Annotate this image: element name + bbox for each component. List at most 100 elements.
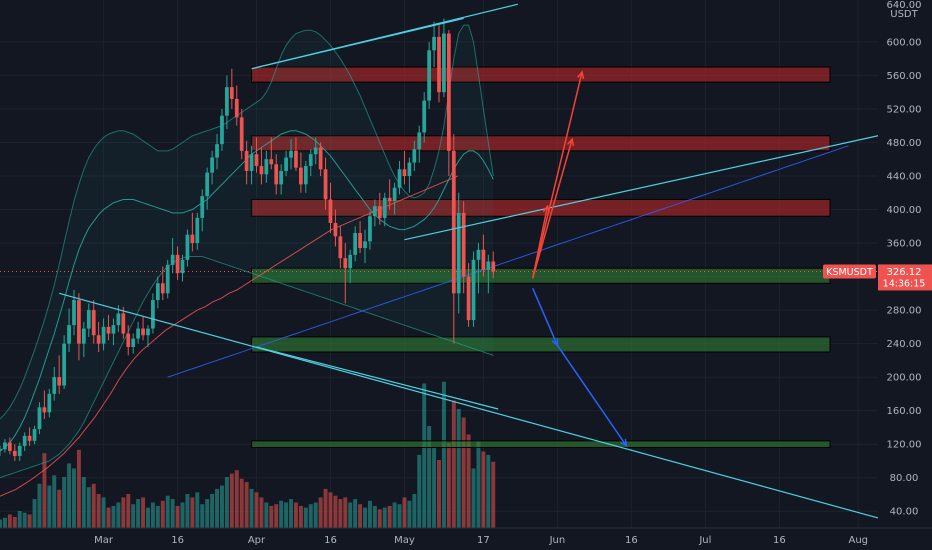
candle [279,164,284,195]
candle [165,259,170,299]
volume-bar [2,517,7,528]
symbol-tag [823,264,876,279]
candle-body [284,157,288,171]
candle-body [382,197,387,218]
candle [397,160,402,195]
ma_blue-line [167,145,849,378]
support-zone [251,336,831,353]
volume-bar [180,502,185,528]
volume-bar [323,488,328,528]
volume-bar [486,454,491,528]
volume-bar [229,473,234,528]
candle [333,209,338,247]
candle-body [190,234,195,244]
candle [313,137,318,165]
candle [215,134,219,170]
trendline [404,135,879,241]
candle [81,321,86,358]
time-tick-label: Jun [549,535,566,546]
volume-bar [219,485,224,528]
volume-bar [397,504,402,528]
candle-body [279,170,284,185]
time-tick-label: 16 [324,535,337,546]
volume-bar [7,514,12,528]
volume-bar [0,519,2,528]
candle-body [377,206,382,218]
volume-bar [367,500,372,528]
candle-body [175,254,180,274]
candle-body [387,197,392,202]
price-axis[interactable] [878,0,932,528]
candle-body [363,241,367,249]
candle [264,150,269,183]
candle-body [180,259,185,274]
volume-bar [382,507,387,528]
volume-bar [348,502,353,528]
volume-bar [81,477,86,528]
volume-bar [293,502,298,528]
price-tick-label: 160.00 [887,406,922,417]
volume-bar [136,499,141,528]
candle-body [313,147,318,155]
support-zone [251,440,831,449]
time-tick-label: Apr [248,535,266,546]
candle-body [491,261,496,272]
candle [382,192,387,227]
candle [422,92,427,143]
candle-body [37,407,42,430]
volume-bar [328,492,333,528]
volume-bar [303,507,308,528]
volume-bar [175,505,180,528]
candle-body [343,258,348,269]
candles [0,18,496,461]
candle [269,137,274,170]
candle-body [229,87,234,99]
candle-body [274,164,279,185]
candle [101,318,106,351]
candle [456,192,461,314]
candle-body [402,169,407,176]
candle-body [289,150,293,158]
volume-bar [62,477,67,528]
volume-bar [313,502,318,528]
candle [368,211,372,250]
candle-body [3,442,7,450]
candle-body [323,169,328,200]
candle-body [397,169,402,188]
volume-bar [358,504,363,528]
candle-body [81,328,86,344]
candle-body [195,217,200,244]
candle-body [141,328,145,336]
candle [67,308,71,352]
candle-body [338,236,343,259]
symbol-label: KSMUSDT [826,267,873,278]
volume-bar [298,505,303,528]
volume-bar [17,511,22,528]
candle [32,425,37,445]
candle [481,234,486,277]
candle-body [407,162,412,176]
candle-body [427,50,432,101]
last-price-tag [878,264,932,291]
volume-bar [244,482,249,528]
candle-body [7,442,12,451]
volume-bar [131,504,136,528]
candle [91,300,96,344]
candle [47,388,52,418]
volume-bar [190,497,195,528]
candle [373,199,377,227]
volume-bar [195,492,200,528]
candle-body [126,333,131,347]
volume-bar [47,485,52,528]
candle [180,254,185,282]
volume-bar [461,417,466,528]
candle-body [106,326,111,334]
bar-countdown-label: 14:36:15 [883,278,926,289]
candle [363,229,367,264]
candle-body [67,325,71,344]
candle-body [294,150,298,168]
candle-body [299,167,303,185]
candle [451,134,456,344]
projection-up-head [577,70,585,80]
